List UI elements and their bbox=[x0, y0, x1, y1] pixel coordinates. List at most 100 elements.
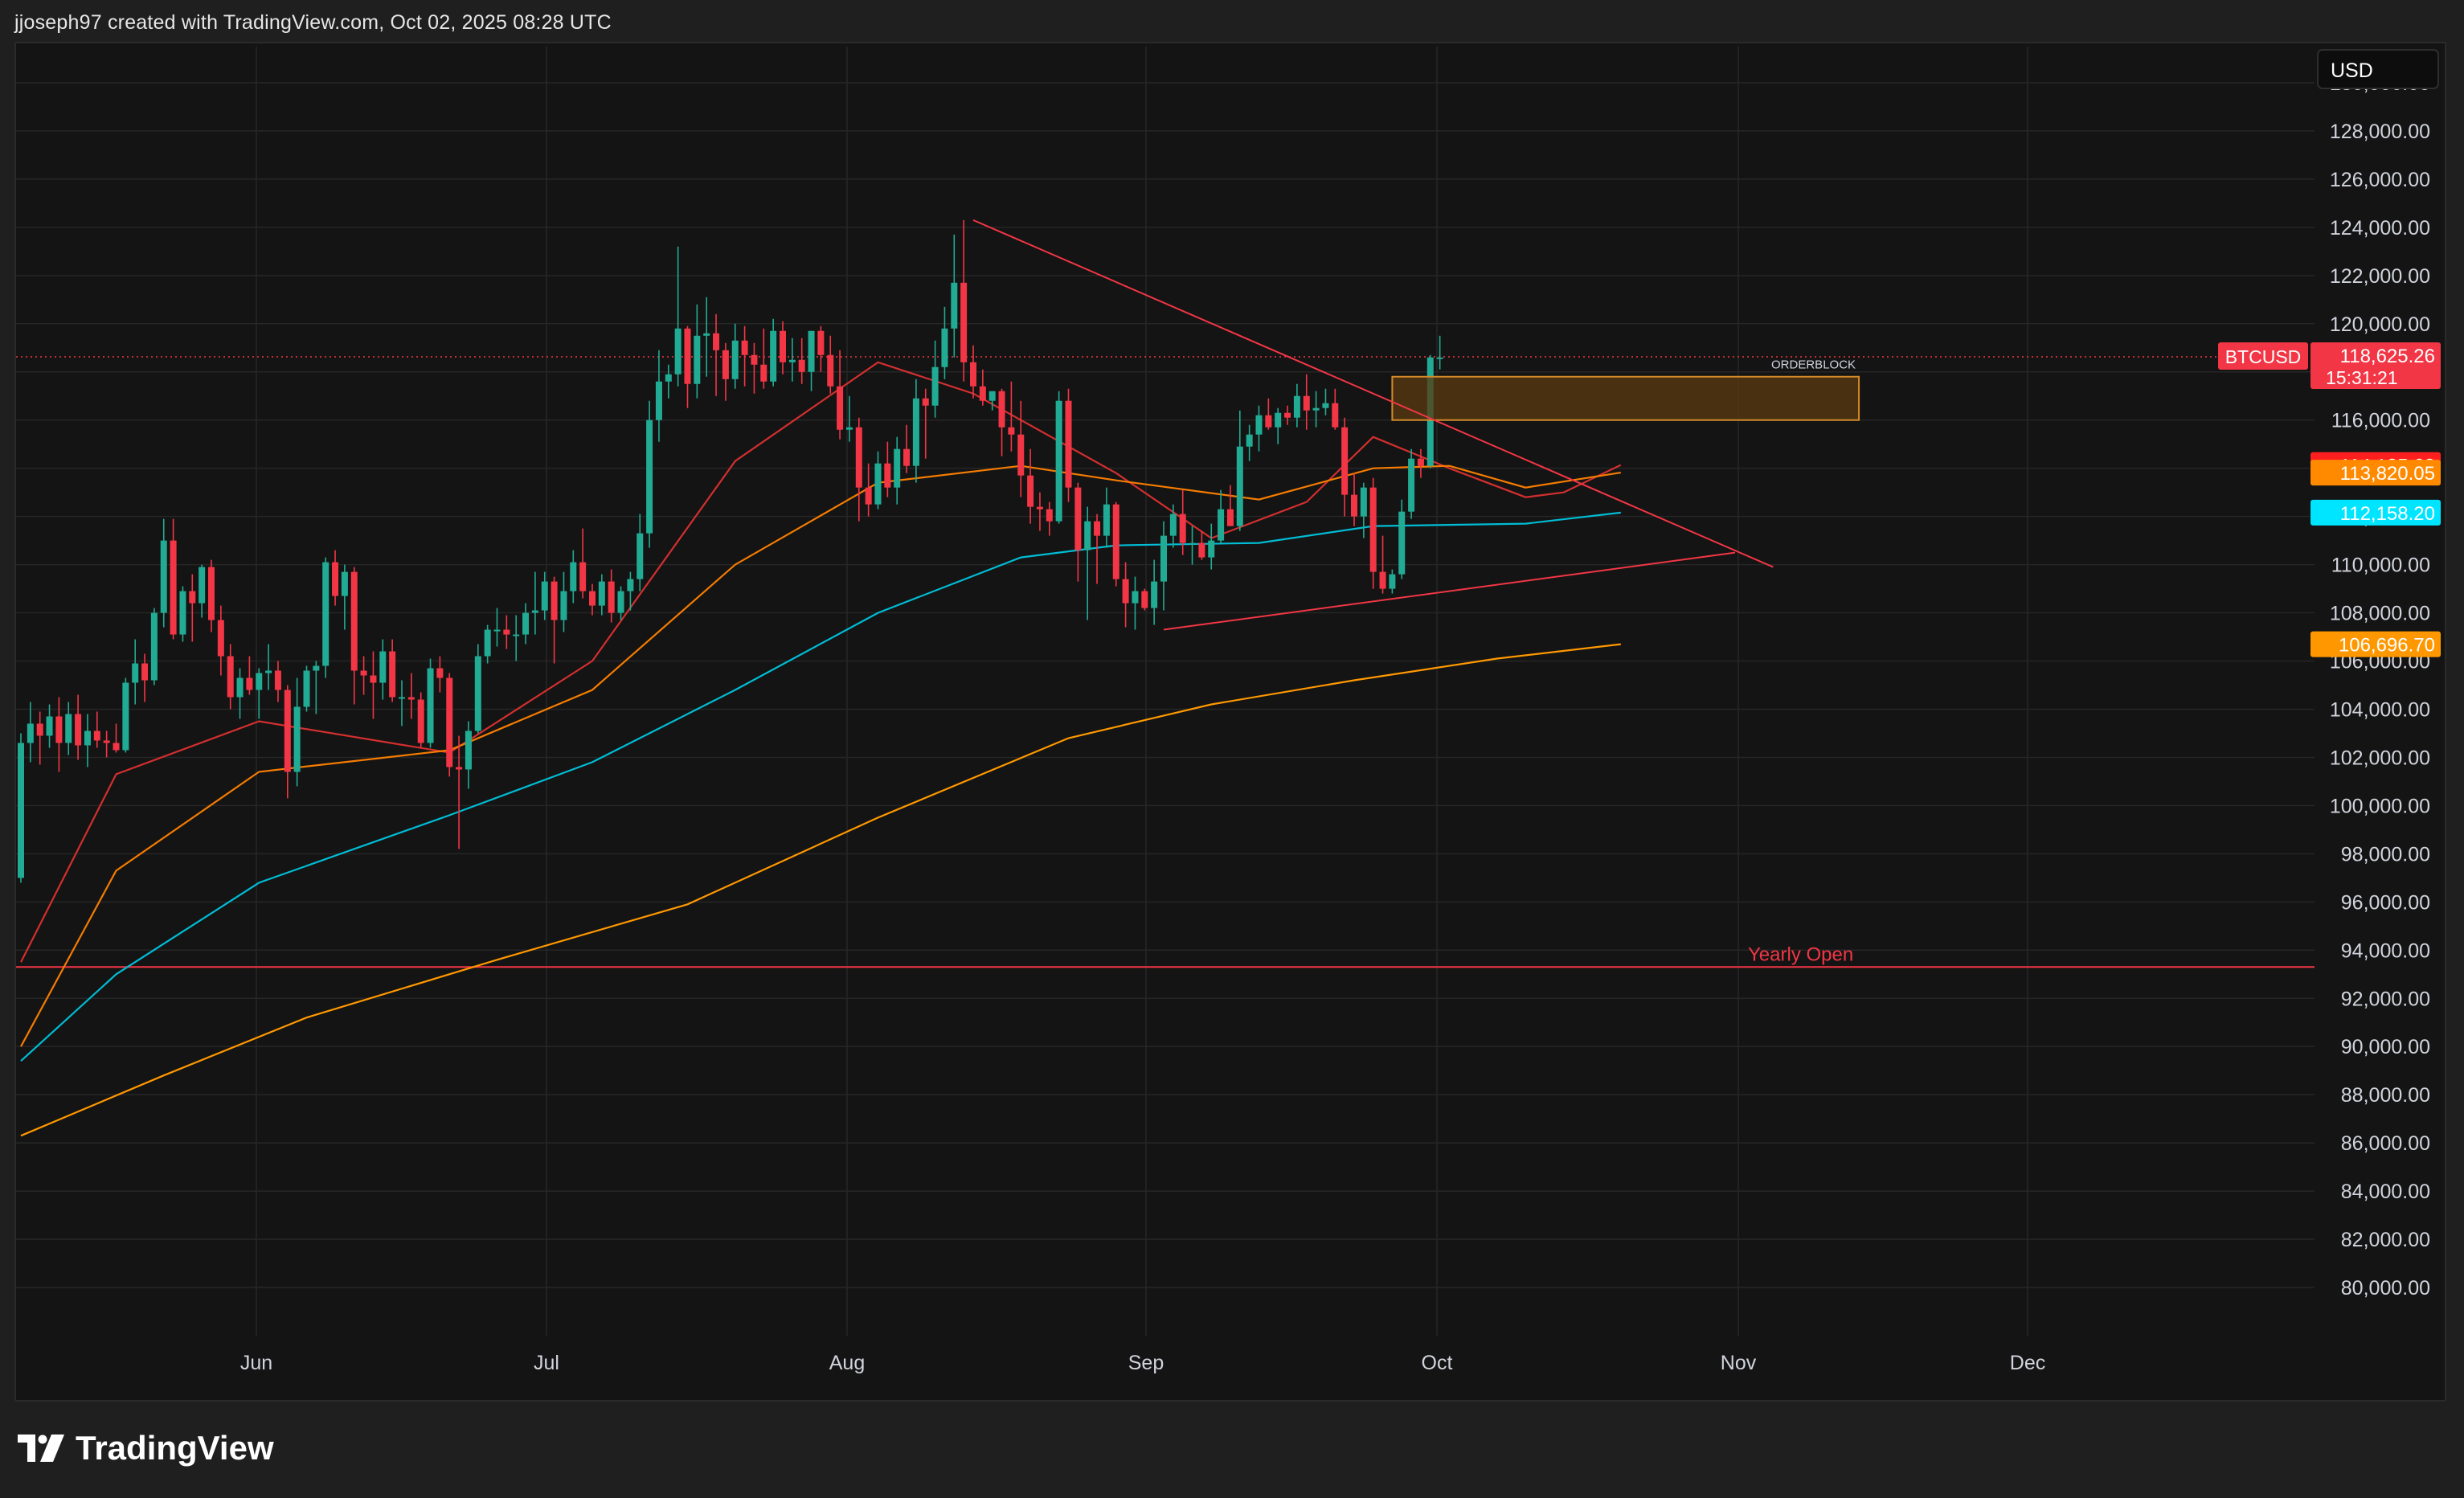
candle[interactable] bbox=[246, 656, 253, 695]
candle[interactable] bbox=[1341, 417, 1349, 517]
candle[interactable] bbox=[741, 325, 748, 387]
candle[interactable] bbox=[1074, 482, 1082, 582]
candle[interactable] bbox=[788, 338, 796, 382]
candle[interactable] bbox=[208, 559, 215, 632]
candle[interactable] bbox=[1169, 504, 1177, 548]
candle[interactable] bbox=[865, 463, 872, 517]
candle[interactable] bbox=[341, 564, 348, 630]
candle[interactable] bbox=[1151, 559, 1158, 625]
candle[interactable] bbox=[751, 342, 758, 394]
candle[interactable] bbox=[960, 219, 968, 382]
chart-frame[interactable]: Jun Jul Aug Sep Oct Nov Dec Yearly Open ORDERBLO… bbox=[14, 42, 2446, 1402]
candle[interactable] bbox=[1312, 391, 1320, 428]
trendline-2[interactable] bbox=[1163, 551, 1736, 631]
candle[interactable] bbox=[1103, 487, 1110, 548]
candle[interactable] bbox=[27, 702, 34, 763]
trendline-1[interactable] bbox=[972, 219, 1774, 568]
candle[interactable] bbox=[93, 711, 100, 748]
candle[interactable] bbox=[817, 325, 825, 372]
candle[interactable] bbox=[998, 388, 1005, 456]
candle[interactable] bbox=[379, 639, 387, 700]
candle[interactable] bbox=[694, 304, 701, 399]
candle[interactable] bbox=[1351, 473, 1357, 526]
candle[interactable] bbox=[845, 395, 853, 442]
candle[interactable] bbox=[665, 364, 672, 399]
candle[interactable] bbox=[1436, 335, 1443, 370]
candle[interactable] bbox=[1275, 407, 1282, 444]
candle[interactable] bbox=[1303, 374, 1310, 430]
candle[interactable] bbox=[1160, 521, 1167, 611]
candle[interactable] bbox=[1084, 506, 1091, 620]
candle[interactable] bbox=[1369, 477, 1377, 589]
candle[interactable] bbox=[551, 576, 558, 664]
candle[interactable] bbox=[655, 350, 662, 442]
candle[interactable] bbox=[46, 704, 53, 748]
candle[interactable] bbox=[513, 615, 520, 661]
candle[interactable] bbox=[1055, 391, 1062, 524]
candle[interactable] bbox=[1036, 492, 1043, 531]
candle[interactable] bbox=[1379, 535, 1386, 594]
candle[interactable] bbox=[322, 557, 329, 678]
candle[interactable] bbox=[1132, 576, 1139, 630]
candle[interactable] bbox=[760, 328, 767, 389]
candle[interactable] bbox=[456, 735, 463, 849]
candle[interactable] bbox=[1027, 448, 1034, 524]
candle[interactable] bbox=[798, 338, 805, 384]
candle[interactable] bbox=[988, 391, 996, 411]
candle[interactable] bbox=[855, 417, 862, 522]
candle[interactable] bbox=[617, 586, 624, 620]
candle[interactable] bbox=[970, 345, 976, 399]
currency-selector[interactable]: USD bbox=[2317, 49, 2439, 89]
candle[interactable] bbox=[894, 436, 901, 505]
candle[interactable] bbox=[589, 583, 596, 616]
candle[interactable] bbox=[1046, 501, 1053, 536]
candle[interactable] bbox=[780, 321, 786, 374]
candle[interactable] bbox=[579, 528, 587, 599]
candle[interactable] bbox=[122, 677, 129, 753]
candle[interactable] bbox=[75, 694, 82, 760]
candle[interactable] bbox=[132, 639, 139, 705]
candle[interactable] bbox=[1189, 526, 1196, 565]
candle[interactable] bbox=[1322, 388, 1329, 415]
candle[interactable] bbox=[570, 550, 577, 604]
candle[interactable] bbox=[713, 313, 720, 396]
candle[interactable] bbox=[912, 379, 919, 483]
candle[interactable] bbox=[227, 644, 234, 710]
candle[interactable] bbox=[417, 692, 424, 748]
candle[interactable] bbox=[160, 518, 167, 628]
candle[interactable] bbox=[293, 677, 301, 787]
candle[interactable] bbox=[1236, 410, 1243, 531]
candle[interactable] bbox=[484, 624, 491, 664]
candle[interactable] bbox=[256, 668, 263, 719]
candle[interactable] bbox=[1293, 383, 1300, 428]
orderblock-zone[interactable] bbox=[1391, 375, 1860, 421]
candle[interactable] bbox=[427, 658, 434, 748]
candle[interactable] bbox=[150, 608, 158, 686]
candle[interactable] bbox=[1265, 398, 1272, 430]
candle[interactable] bbox=[1008, 381, 1015, 452]
candle[interactable] bbox=[598, 574, 605, 616]
candle[interactable] bbox=[303, 665, 310, 712]
candle[interactable] bbox=[703, 297, 710, 377]
candle[interactable] bbox=[370, 651, 377, 719]
candle[interactable] bbox=[874, 451, 882, 510]
candle[interactable] bbox=[217, 605, 224, 676]
candle[interactable] bbox=[113, 723, 120, 753]
candle[interactable] bbox=[103, 731, 110, 758]
candle[interactable] bbox=[684, 325, 691, 408]
candle[interactable] bbox=[522, 603, 530, 645]
candle[interactable] bbox=[646, 400, 653, 548]
candle[interactable] bbox=[407, 673, 415, 719]
candle[interactable] bbox=[1389, 569, 1396, 594]
candle[interactable] bbox=[265, 644, 272, 690]
candle[interactable] bbox=[436, 656, 444, 693]
candle[interactable] bbox=[1246, 424, 1253, 461]
candle[interactable] bbox=[474, 644, 481, 734]
candle[interactable] bbox=[179, 586, 186, 642]
candle[interactable] bbox=[1360, 482, 1367, 538]
candle[interactable] bbox=[941, 306, 948, 379]
candle[interactable] bbox=[399, 680, 405, 726]
candle[interactable] bbox=[1255, 405, 1263, 452]
candle[interactable] bbox=[189, 574, 196, 642]
candle[interactable] bbox=[55, 697, 63, 772]
